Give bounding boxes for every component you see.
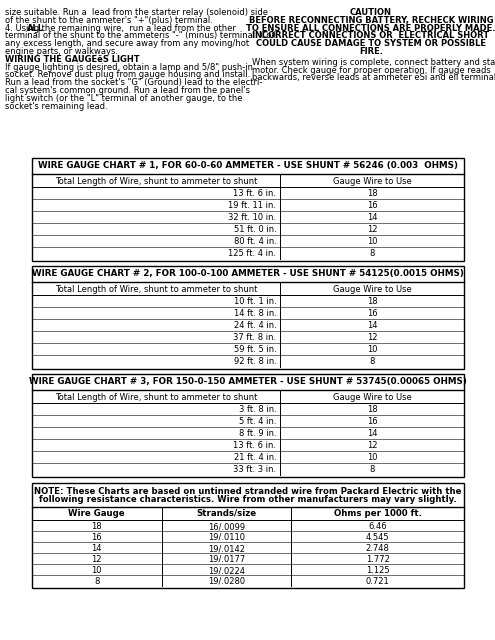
Text: 14 ft. 8 in.: 14 ft. 8 in. (234, 309, 276, 318)
Text: 12: 12 (367, 225, 378, 234)
Text: terminal of the shunt to the ammeteris "-" (minus) terminal. Coil: terminal of the shunt to the ammeteris "… (5, 31, 276, 40)
Text: ALL: ALL (27, 24, 44, 33)
Text: 8: 8 (369, 357, 375, 366)
Text: 3 ft. 8 in.: 3 ft. 8 in. (239, 405, 276, 414)
Text: Total Length of Wire, shunt to ammeter to shunt: Total Length of Wire, shunt to ammeter t… (55, 285, 257, 294)
Bar (32, 483, 464, 588)
Text: 16/.0099: 16/.0099 (208, 522, 245, 531)
Text: 1.772: 1.772 (366, 555, 390, 564)
Text: 18: 18 (367, 189, 378, 198)
Text: 4.545: 4.545 (366, 533, 390, 542)
Text: 80 ft. 4 in.: 80 ft. 4 in. (234, 237, 276, 246)
Text: WIRE GAUGE CHART # 3, FOR 150-0-150 AMMETER - USE SHUNT # 53745(0.00065 OHMS): WIRE GAUGE CHART # 3, FOR 150-0-150 AMME… (29, 377, 467, 386)
Text: light switch (or the "L" terminal of another gauge, to the: light switch (or the "L" terminal of ano… (5, 94, 243, 103)
Text: Ohms per 1000 ft.: Ohms per 1000 ft. (334, 509, 422, 518)
Text: socket's remaining lead.: socket's remaining lead. (5, 102, 107, 111)
Bar (32, 374, 464, 477)
Text: 14: 14 (367, 429, 378, 438)
Text: INCORRECT CONNECTIONS OR  ELECTRICAL SHORT: INCORRECT CONNECTIONS OR ELECTRICAL SHOR… (252, 31, 490, 40)
Bar (32, 266, 464, 369)
Text: WIRING THE GAUGEëS LIGHT: WIRING THE GAUGEëS LIGHT (5, 55, 140, 64)
Text: 12: 12 (367, 441, 378, 450)
Text: following resistance characteristics. Wire from other manufacturers may vary sli: following resistance characteristics. Wi… (39, 495, 457, 504)
Text: Wire Gauge: Wire Gauge (68, 509, 125, 518)
Text: NOTE: These Charts are based on untinned stranded wire from Packard Electric wit: NOTE: These Charts are based on untinned… (34, 487, 462, 496)
Text: 19/.0142: 19/.0142 (208, 544, 245, 553)
Text: the remaining wire,  run a lead from the other: the remaining wire, run a lead from the … (39, 24, 236, 33)
Text: motor. Check gauge for proper operation. If gauge reads: motor. Check gauge for proper operation.… (252, 66, 491, 75)
Text: 16: 16 (367, 417, 378, 426)
Text: 13 ft. 6 in.: 13 ft. 6 in. (234, 189, 276, 198)
Text: COULD CAUSE DAMAGE TO SYSTEM OR POSSIBLE: COULD CAUSE DAMAGE TO SYSTEM OR POSSIBLE (256, 39, 486, 48)
Text: 8 ft. 9 in.: 8 ft. 9 in. (239, 429, 276, 438)
Text: FIRE.: FIRE. (359, 47, 383, 56)
Text: Strands/size: Strands/size (197, 509, 256, 518)
Text: Gauge Wire to Use: Gauge Wire to Use (333, 177, 411, 186)
Text: 2.748: 2.748 (366, 544, 390, 553)
Text: 14: 14 (367, 321, 378, 330)
Text: 8: 8 (369, 249, 375, 258)
Text: Total Length of Wire, shunt to ammeter to shunt: Total Length of Wire, shunt to ammeter t… (55, 177, 257, 186)
Text: 14: 14 (92, 544, 102, 553)
Text: 5 ft. 4 in.: 5 ft. 4 in. (239, 417, 276, 426)
Text: 8: 8 (94, 577, 99, 586)
Text: BEFORE RECONNECTING BATTERY, RECHECK WIRING: BEFORE RECONNECTING BATTERY, RECHECK WIR… (248, 16, 494, 25)
Text: 10 ft. 1 in.: 10 ft. 1 in. (234, 297, 276, 306)
Bar (32, 158, 464, 261)
Text: 19/.0177: 19/.0177 (208, 555, 245, 564)
Text: 19/.0280: 19/.0280 (208, 577, 245, 586)
Text: 10: 10 (367, 345, 378, 354)
Text: 14: 14 (367, 213, 378, 222)
Text: Total Length of Wire, shunt to ammeter to shunt: Total Length of Wire, shunt to ammeter t… (55, 392, 257, 401)
Text: 18: 18 (92, 522, 102, 531)
Text: 32 ft. 10 in.: 32 ft. 10 in. (228, 213, 276, 222)
Text: 0.721: 0.721 (366, 577, 390, 586)
Text: 24 ft. 4 in.: 24 ft. 4 in. (234, 321, 276, 330)
Text: size suitable. Run a  lead from the starter relay (solenoid) side: size suitable. Run a lead from the start… (5, 8, 268, 17)
Text: When system wiring is complete, connect battery and start: When system wiring is complete, connect … (252, 58, 495, 67)
Text: 19 ft. 11 in.: 19 ft. 11 in. (228, 201, 276, 210)
Text: 19/.0224: 19/.0224 (208, 566, 245, 575)
Text: 19/.0110: 19/.0110 (208, 533, 245, 542)
Text: WIRE GAUGE CHART # 2, FOR 100-0-100 AMMETER - USE SHUNT # 54125(0.0015 OHMS): WIRE GAUGE CHART # 2, FOR 100-0-100 AMME… (32, 269, 464, 278)
Text: TO ENSURE ALL CONNECTIONS ARE PROPERLY MADE.: TO ENSURE ALL CONNECTIONS ARE PROPERLY M… (246, 24, 495, 33)
Text: CAUTION: CAUTION (350, 8, 392, 17)
Text: engine parts, or walkways.: engine parts, or walkways. (5, 47, 118, 56)
Text: 13 ft. 6 in.: 13 ft. 6 in. (234, 441, 276, 450)
Text: Run a lead from the socket's "G" (Ground) lead to the electri-: Run a lead from the socket's "G" (Ground… (5, 78, 262, 87)
Text: 33 ft. 3 in.: 33 ft. 3 in. (233, 465, 276, 474)
Text: 51 ft. 0 in.: 51 ft. 0 in. (234, 225, 276, 234)
Text: of the shunt to the ammeter's "+"(plus) terminal.: of the shunt to the ammeter's "+"(plus) … (5, 16, 213, 25)
Text: cal system's common ground. Run a lead from the panel's: cal system's common ground. Run a lead f… (5, 86, 250, 95)
Text: 92 ft. 8 in.: 92 ft. 8 in. (234, 357, 276, 366)
Text: backwards, reverse leads at ammeter ëSi and ëli terminals.: backwards, reverse leads at ammeter ëSi … (252, 74, 495, 83)
Text: 16: 16 (367, 309, 378, 318)
Text: 21 ft. 4 in.: 21 ft. 4 in. (234, 453, 276, 462)
Text: 18: 18 (367, 297, 378, 306)
Text: 10: 10 (367, 453, 378, 462)
Text: If gauge lighting is desired, obtain a lamp and 5/8" push-in: If gauge lighting is desired, obtain a l… (5, 63, 253, 72)
Text: 37 ft. 8 in.: 37 ft. 8 in. (233, 333, 276, 342)
Text: WIRE GAUGE CHART # 1, FOR 60-0-60 AMMETER - USE SHUNT # 56246 (0.003  OHMS): WIRE GAUGE CHART # 1, FOR 60-0-60 AMMETE… (38, 161, 458, 170)
Text: 12: 12 (367, 333, 378, 342)
Text: 6.46: 6.46 (368, 522, 387, 531)
Text: 8: 8 (369, 465, 375, 474)
Text: 16: 16 (367, 201, 378, 210)
Text: 59 ft. 5 in.: 59 ft. 5 in. (234, 345, 276, 354)
Text: 18: 18 (367, 405, 378, 414)
Text: 10: 10 (92, 566, 102, 575)
Text: 10: 10 (367, 237, 378, 246)
Text: Gauge Wire to Use: Gauge Wire to Use (333, 285, 411, 294)
Text: socket. Remove dust plug from gauge housing and install.: socket. Remove dust plug from gauge hous… (5, 70, 250, 79)
Text: 4. Using: 4. Using (5, 24, 42, 33)
Text: 12: 12 (92, 555, 102, 564)
Text: Gauge Wire to Use: Gauge Wire to Use (333, 392, 411, 401)
Text: 1.125: 1.125 (366, 566, 390, 575)
Text: 16: 16 (92, 533, 102, 542)
Text: 125 ft. 4 in.: 125 ft. 4 in. (228, 249, 276, 258)
Text: any excess length, and secure away from any moving/hot: any excess length, and secure away from … (5, 39, 249, 48)
